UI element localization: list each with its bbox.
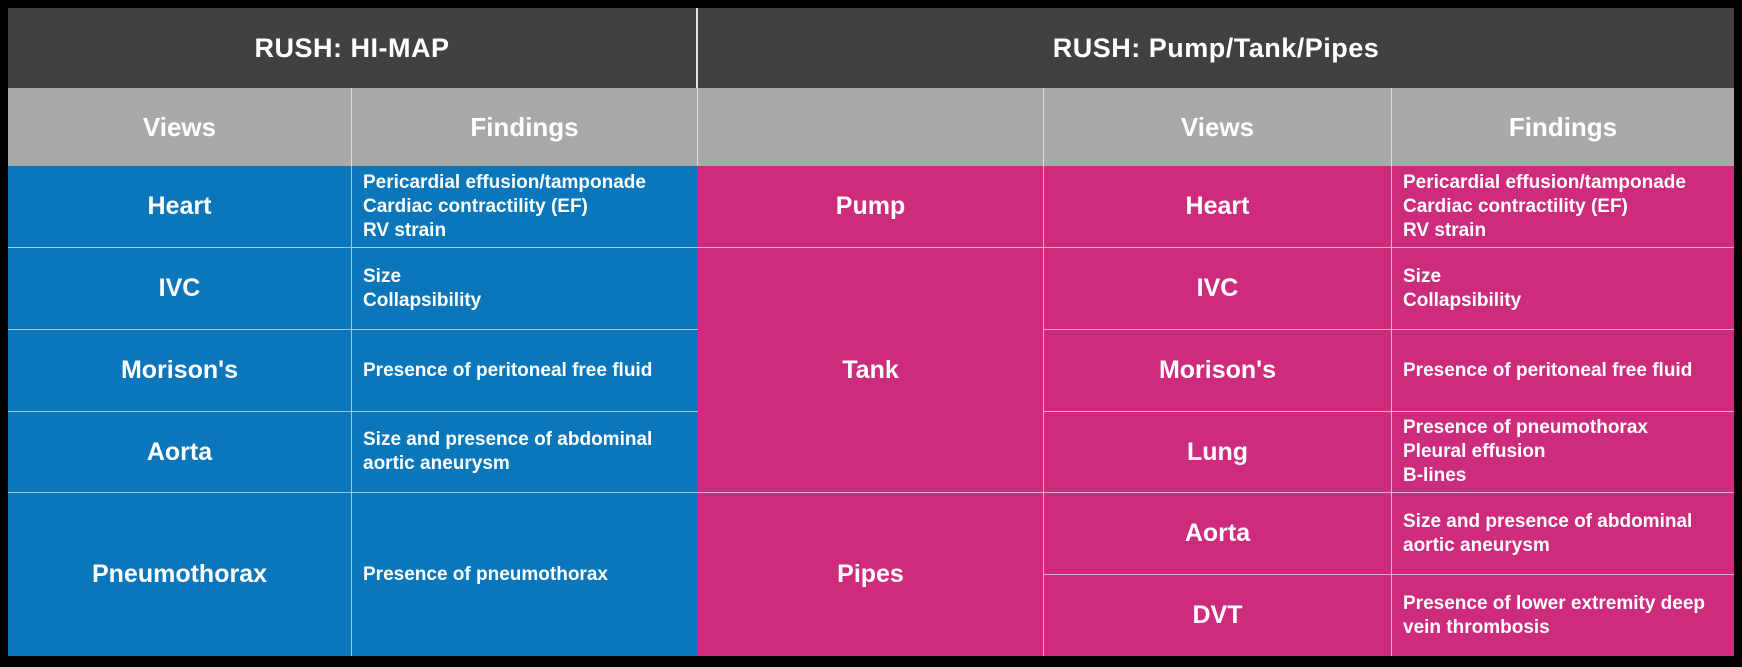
view-cell-morisons-left: Morison's (8, 330, 352, 412)
group-cell-pipes: Pipes (698, 493, 1044, 656)
view-cell-pneumothorax-left: Pneumothorax (8, 493, 352, 656)
findings-cell-heart-right: Pericardial effusion/tamponade Cardiac c… (1392, 166, 1734, 248)
findings-cell-lung-right: Presence of pneumothorax Pleural effusio… (1392, 412, 1734, 493)
findings-cell-ivc-left: Size Collapsibility (352, 248, 698, 330)
view-cell-heart-right: Heart (1044, 166, 1392, 248)
right-table-title: RUSH: Pump/Tank/Pipes (698, 8, 1734, 88)
views-header-right: Views (1044, 88, 1392, 166)
findings-cell-aorta-right: Size and presence of abdominal aortic an… (1392, 493, 1734, 575)
findings-cell-morisons-left: Presence of peritoneal free fluid (352, 330, 698, 412)
table-grid: RUSH: HI-MAP RUSH: Pump/Tank/Pipes Views… (8, 8, 1734, 656)
view-cell-ivc-left: IVC (8, 248, 352, 330)
findings-cell-aorta-left: Size and presence of abdominal aortic an… (352, 412, 698, 493)
left-table-title: RUSH: HI-MAP (8, 8, 698, 88)
group-cell-tank: Tank (698, 248, 1044, 493)
view-cell-morisons-right: Morison's (1044, 330, 1392, 412)
view-cell-heart-left: Heart (8, 166, 352, 248)
view-cell-ivc-right: IVC (1044, 248, 1392, 330)
view-cell-aorta-left: Aorta (8, 412, 352, 493)
view-cell-dvt-right: DVT (1044, 575, 1392, 656)
view-cell-lung-right: Lung (1044, 412, 1392, 493)
findings-cell-ivc-right: Size Collapsibility (1392, 248, 1734, 330)
findings-header-right: Findings (1392, 88, 1734, 166)
findings-cell-heart-left: Pericardial effusion/tamponade Cardiac c… (352, 166, 698, 248)
group-cell-pump: Pump (698, 166, 1044, 248)
views-header-left: Views (8, 88, 352, 166)
findings-cell-dvt-right: Presence of lower extremity deep vein th… (1392, 575, 1734, 656)
findings-cell-morisons-right: Presence of peritoneal free fluid (1392, 330, 1734, 412)
findings-cell-pneumothorax-left: Presence of pneumothorax (352, 493, 698, 656)
findings-header-left: Findings (352, 88, 698, 166)
group-header-spacer (698, 88, 1044, 166)
view-cell-aorta-right: Aorta (1044, 493, 1392, 575)
